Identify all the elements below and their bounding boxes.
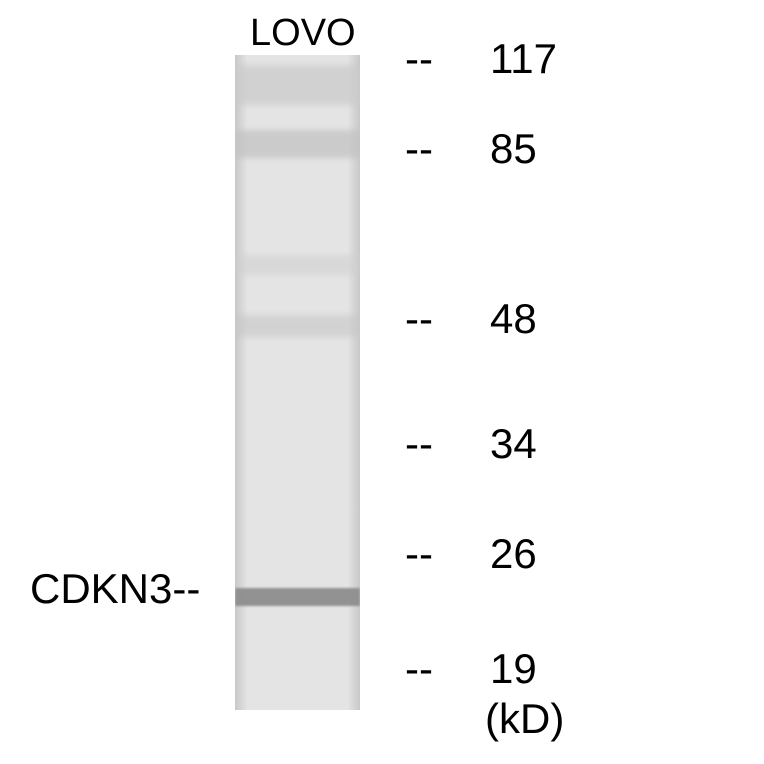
- protein-dash: --: [172, 565, 200, 612]
- marker-value-34: 34: [490, 420, 537, 468]
- marker-value-19: 19: [490, 645, 537, 693]
- marker-value-48: 48: [490, 295, 537, 343]
- marker-value-85: 85: [490, 125, 537, 173]
- marker-dash-26: --: [405, 530, 433, 578]
- protein-label: CDKN3--: [30, 565, 200, 613]
- marker-value-117: 117: [490, 35, 557, 83]
- band-1: [235, 130, 360, 158]
- marker-value-26: 26: [490, 530, 537, 578]
- marker-dash-85: --: [405, 125, 433, 173]
- sample-label: LOVO: [250, 12, 356, 55]
- blot-figure: LOVO CDKN3-- (kD) --117--85--48--34--26-…: [0, 0, 764, 764]
- protein-name: CDKN3: [30, 565, 172, 612]
- marker-dash-117: --: [405, 35, 433, 83]
- band-4: [235, 588, 360, 606]
- unit-label: (kD): [485, 695, 564, 743]
- band-2: [235, 255, 360, 275]
- marker-dash-34: --: [405, 420, 433, 468]
- band-3: [235, 315, 360, 337]
- band-0: [235, 65, 360, 105]
- marker-dash-48: --: [405, 295, 433, 343]
- marker-dash-19: --: [405, 645, 433, 693]
- blot-lane: [235, 55, 360, 710]
